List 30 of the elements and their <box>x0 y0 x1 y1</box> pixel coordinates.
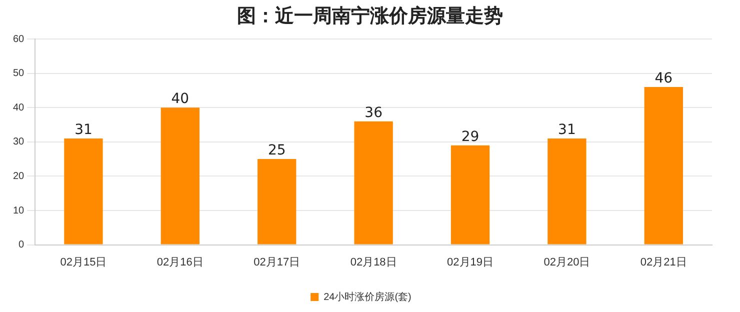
chart-title: 图：近一周南宁涨价房源量走势 <box>236 4 504 29</box>
y-tick-label: 60 <box>13 34 25 45</box>
bar <box>450 145 490 244</box>
data-label: 31 <box>558 122 576 138</box>
data-label: 46 <box>654 70 673 87</box>
data-label: 40 <box>171 91 190 108</box>
x-tick-label: 02月20日 <box>544 256 590 268</box>
y-tick-label: 0 <box>18 240 25 251</box>
x-tick-label: 02月15日 <box>60 256 107 268</box>
data-label: 36 <box>364 104 383 121</box>
data-label: 31 <box>74 122 92 138</box>
legend-label: 24小时涨价房源(套) <box>324 290 412 303</box>
bar <box>354 121 393 244</box>
x-tick-label: 02月17日 <box>254 256 300 268</box>
bar <box>64 138 103 244</box>
bar <box>548 138 586 244</box>
data-label: 25 <box>268 142 286 159</box>
bar <box>160 108 200 244</box>
y-tick-label: 10 <box>13 205 25 216</box>
y-tick-label: 30 <box>13 136 25 148</box>
bar <box>258 159 296 244</box>
y-tick-label: 40 <box>13 102 25 114</box>
y-tick-label: 50 <box>13 68 25 80</box>
x-tick-label: 02月16日 <box>156 256 204 268</box>
x-tick-label: 02月18日 <box>350 256 397 268</box>
y-tick-label: 20 <box>13 170 25 182</box>
x-tick-label: 02月21日 <box>640 256 687 268</box>
data-label: 29 <box>461 128 480 145</box>
bar <box>644 87 683 244</box>
x-tick-label: 02月19日 <box>447 256 494 268</box>
